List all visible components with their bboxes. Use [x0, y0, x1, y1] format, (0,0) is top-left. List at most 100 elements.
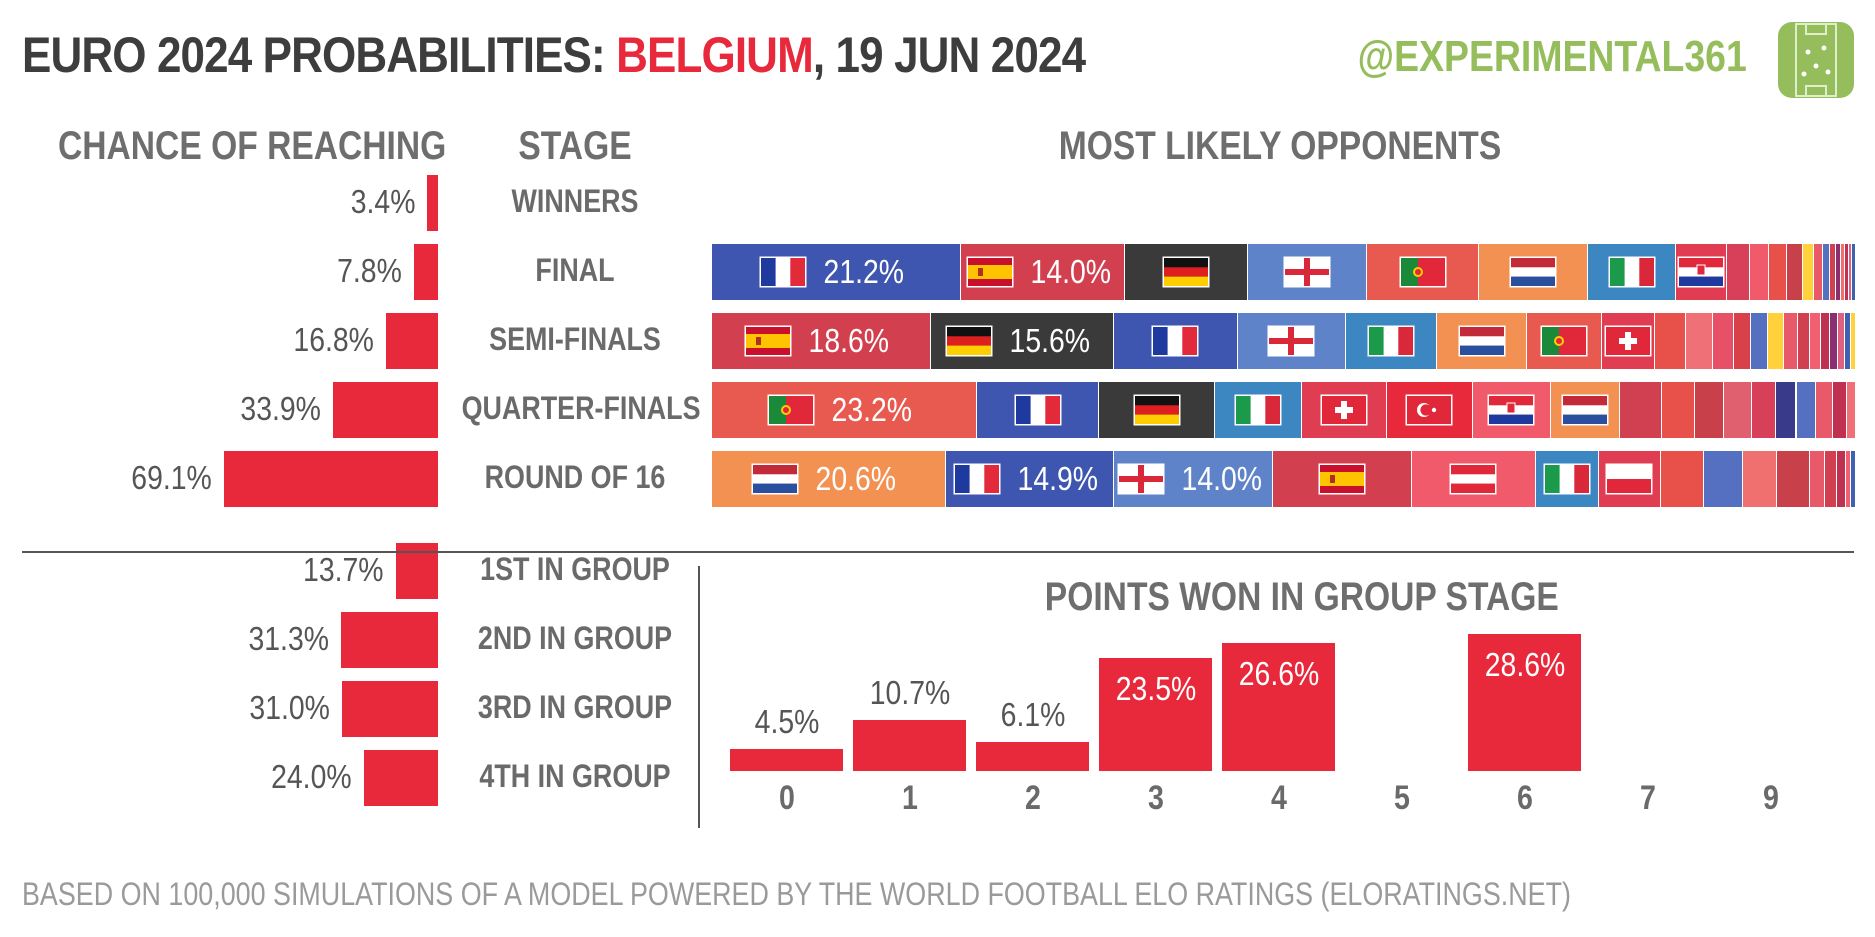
- stage-label: 1ST IN GROUP: [480, 551, 670, 587]
- points-value-label: 28.6%: [1484, 645, 1565, 683]
- chance-label: 3.4%: [350, 183, 416, 220]
- opponent-segment-france: 14.9%: [945, 451, 1115, 507]
- points-tick-label: 6: [1516, 779, 1533, 817]
- opponent-segment-italy: [1345, 313, 1438, 369]
- netherlands-flag-icon: [1562, 396, 1607, 424]
- opponent-segment-other: [1767, 313, 1785, 369]
- croatia-flag-icon: [1489, 396, 1534, 424]
- opponent-segment-other: [1742, 451, 1777, 507]
- opponent-segment-other: [1654, 313, 1686, 369]
- england-flag-icon: [1269, 327, 1314, 355]
- opponent-segment-poland: [1598, 451, 1661, 507]
- chance-label: 69.1%: [131, 459, 212, 496]
- england-flag-icon: [1284, 258, 1329, 286]
- points-tick-label: 2: [1024, 779, 1041, 817]
- opponent-segment-other: [1798, 313, 1811, 369]
- points-tick-label: 0: [778, 779, 795, 817]
- opponent-segment-other: [1851, 313, 1856, 369]
- opponent-segment-other: [1809, 451, 1826, 507]
- opponent-segment-other: [1823, 244, 1831, 300]
- stage-label: FINAL: [535, 252, 615, 288]
- opponent-segment-england: [1248, 244, 1367, 300]
- opponent-segment-other: [1786, 244, 1804, 300]
- stage-header: STAGE: [518, 124, 632, 168]
- opponent-segment-italy: [1536, 451, 1599, 507]
- points-value-label: 4.5%: [754, 703, 819, 741]
- opponent-segment-other: [1620, 382, 1662, 438]
- opponent-segment-other: [1726, 244, 1751, 300]
- opponents-header: MOST LIKELY OPPONENTS: [1058, 124, 1502, 168]
- switzerland-flag-icon: [1605, 327, 1650, 355]
- chance-bar: [363, 750, 438, 806]
- england-flag-icon: [1118, 465, 1163, 493]
- points-bar: [976, 741, 1089, 771]
- opponent-segment-other: [1852, 244, 1856, 300]
- opponent-segment-other: [1694, 382, 1725, 438]
- opponent-percent-label: 15.6%: [1009, 322, 1091, 359]
- opponent-segment-other: [1769, 244, 1787, 300]
- germany-flag-icon: [947, 327, 992, 355]
- opponent-segment-other: [1661, 382, 1695, 438]
- poland-flag-icon: [1607, 465, 1652, 493]
- opponent-segment-other: [1825, 451, 1837, 507]
- author-handle: @EXPERIMENTAL361: [1357, 32, 1747, 81]
- opponent-segment-portugal: [1366, 244, 1480, 300]
- opponent-segment-netherlands: [1437, 313, 1527, 369]
- opponent-segment-croatia: [1472, 382, 1551, 438]
- opponent-segment-other: [1836, 451, 1846, 507]
- opponent-segment-spain: [1273, 451, 1412, 507]
- france-flag-icon: [1153, 327, 1198, 355]
- opponent-segment-germany: [1125, 244, 1249, 300]
- opponent-percent-label: 14.0%: [1030, 253, 1111, 290]
- opponent-segment-italy: [1588, 244, 1677, 300]
- opponent-percent-label: 20.6%: [816, 460, 897, 497]
- italy-flag-icon: [1609, 258, 1654, 286]
- opponent-percent-label: 14.0%: [1181, 460, 1262, 497]
- chance-label: 24.0%: [271, 758, 352, 795]
- germany-flag-icon: [1164, 258, 1209, 286]
- opponent-percent-label: 21.2%: [823, 253, 905, 290]
- opponent-segment-other: [1803, 244, 1814, 300]
- opponent-segment-other: [1833, 382, 1847, 438]
- france-flag-icon: [954, 465, 999, 493]
- points-bar: [730, 749, 843, 771]
- opponent-segment-netherlands: [1479, 244, 1589, 300]
- portugal-flag-icon: [1541, 327, 1586, 355]
- opponent-segment-netherlands: 20.6%: [712, 451, 946, 507]
- chance-label: 33.9%: [240, 390, 321, 427]
- opponent-percent-label: 18.6%: [808, 322, 890, 359]
- opponent-segment-other: [1813, 244, 1824, 300]
- italy-flag-icon: [1544, 465, 1589, 493]
- opponent-segment-other: [1840, 244, 1846, 300]
- opponent-segment-spain: 18.6%: [712, 313, 931, 369]
- opponent-segment-other: [1836, 244, 1841, 300]
- stage-label: 2ND IN GROUP: [477, 620, 673, 656]
- chance-bar: [340, 612, 438, 668]
- section-divider: [22, 551, 1854, 553]
- switzerland-flag-icon: [1322, 396, 1367, 424]
- chance-bar: [385, 313, 438, 369]
- points-tick-label: 4: [1270, 779, 1287, 817]
- opponent-segment-portugal: 23.2%: [712, 382, 978, 438]
- opponent-segment-germany: [1098, 382, 1216, 438]
- chance-header: CHANCE OF REACHING: [58, 124, 447, 168]
- footer-source-note: BASED ON 100,000 SIMULATIONS OF A MODEL …: [22, 876, 1571, 912]
- points-tick-label: 7: [1639, 779, 1656, 817]
- stage-label: WINNERS: [511, 183, 639, 219]
- page-title: EURO 2024 PROBABILITIES: BELGIUM, 19 JUN…: [22, 26, 1086, 84]
- opponent-segment-switzerland: [1302, 382, 1387, 438]
- title-prefix: EURO 2024 PROBABILITIES:: [22, 27, 617, 83]
- opponent-segment-other: [1815, 382, 1834, 438]
- title-team: BELGIUM: [616, 27, 814, 83]
- chance-bar: [332, 382, 438, 438]
- chance-label: 13.7%: [303, 551, 384, 588]
- pitch-logo-icon: [1778, 22, 1854, 98]
- opponent-segment-other: [1796, 382, 1816, 438]
- opponent-segment-other: [1775, 382, 1797, 438]
- opponent-segment-france: [977, 382, 1099, 438]
- opponent-segment-other: [1685, 313, 1713, 369]
- opponent-segment-portugal: [1526, 313, 1603, 369]
- stage-label: SEMI-FINALS: [489, 321, 661, 357]
- chance-label: 7.8%: [337, 252, 402, 289]
- stage-label: 4TH IN GROUP: [479, 758, 671, 794]
